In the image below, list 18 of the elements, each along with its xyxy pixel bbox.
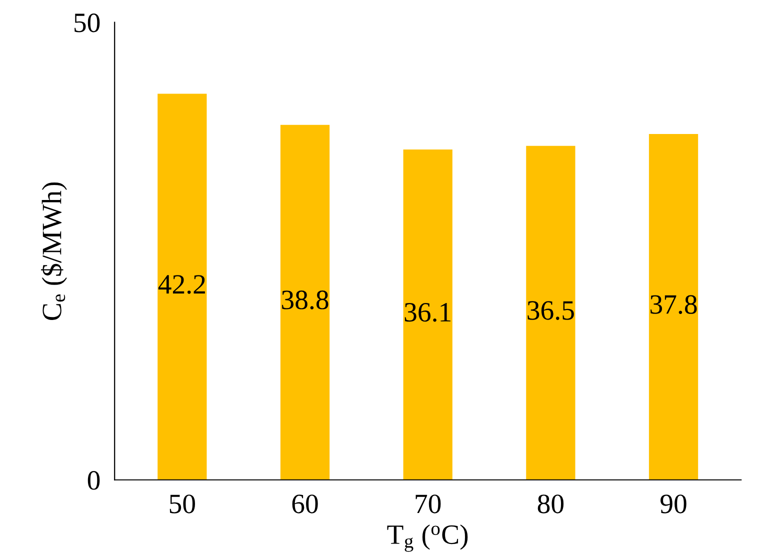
data-label: 36.1 <box>404 302 450 322</box>
x-tick-label: 80 <box>538 494 564 514</box>
bar <box>280 124 330 480</box>
x-tick-label: 90 <box>660 494 686 514</box>
x-tick-label: 70 <box>416 494 441 514</box>
y-axis-title: C$_{e}$ ($/MWh) <box>40 182 68 320</box>
bar <box>158 94 207 480</box>
x-tick-label: 50 <box>170 494 195 514</box>
data-label: 38.8 <box>282 290 328 310</box>
y-tick-label: 0 <box>88 471 100 490</box>
data-label: 42.2 <box>158 275 205 294</box>
x-tick-label: 60 <box>292 494 318 514</box>
data-label: 36.5 <box>528 301 574 320</box>
data-label: 37.8 <box>650 295 697 314</box>
bar <box>403 150 452 480</box>
bar <box>648 134 698 480</box>
x-axis-title: T$_{g}$ ($^{o}$C) <box>387 524 468 552</box>
bar <box>526 146 576 480</box>
